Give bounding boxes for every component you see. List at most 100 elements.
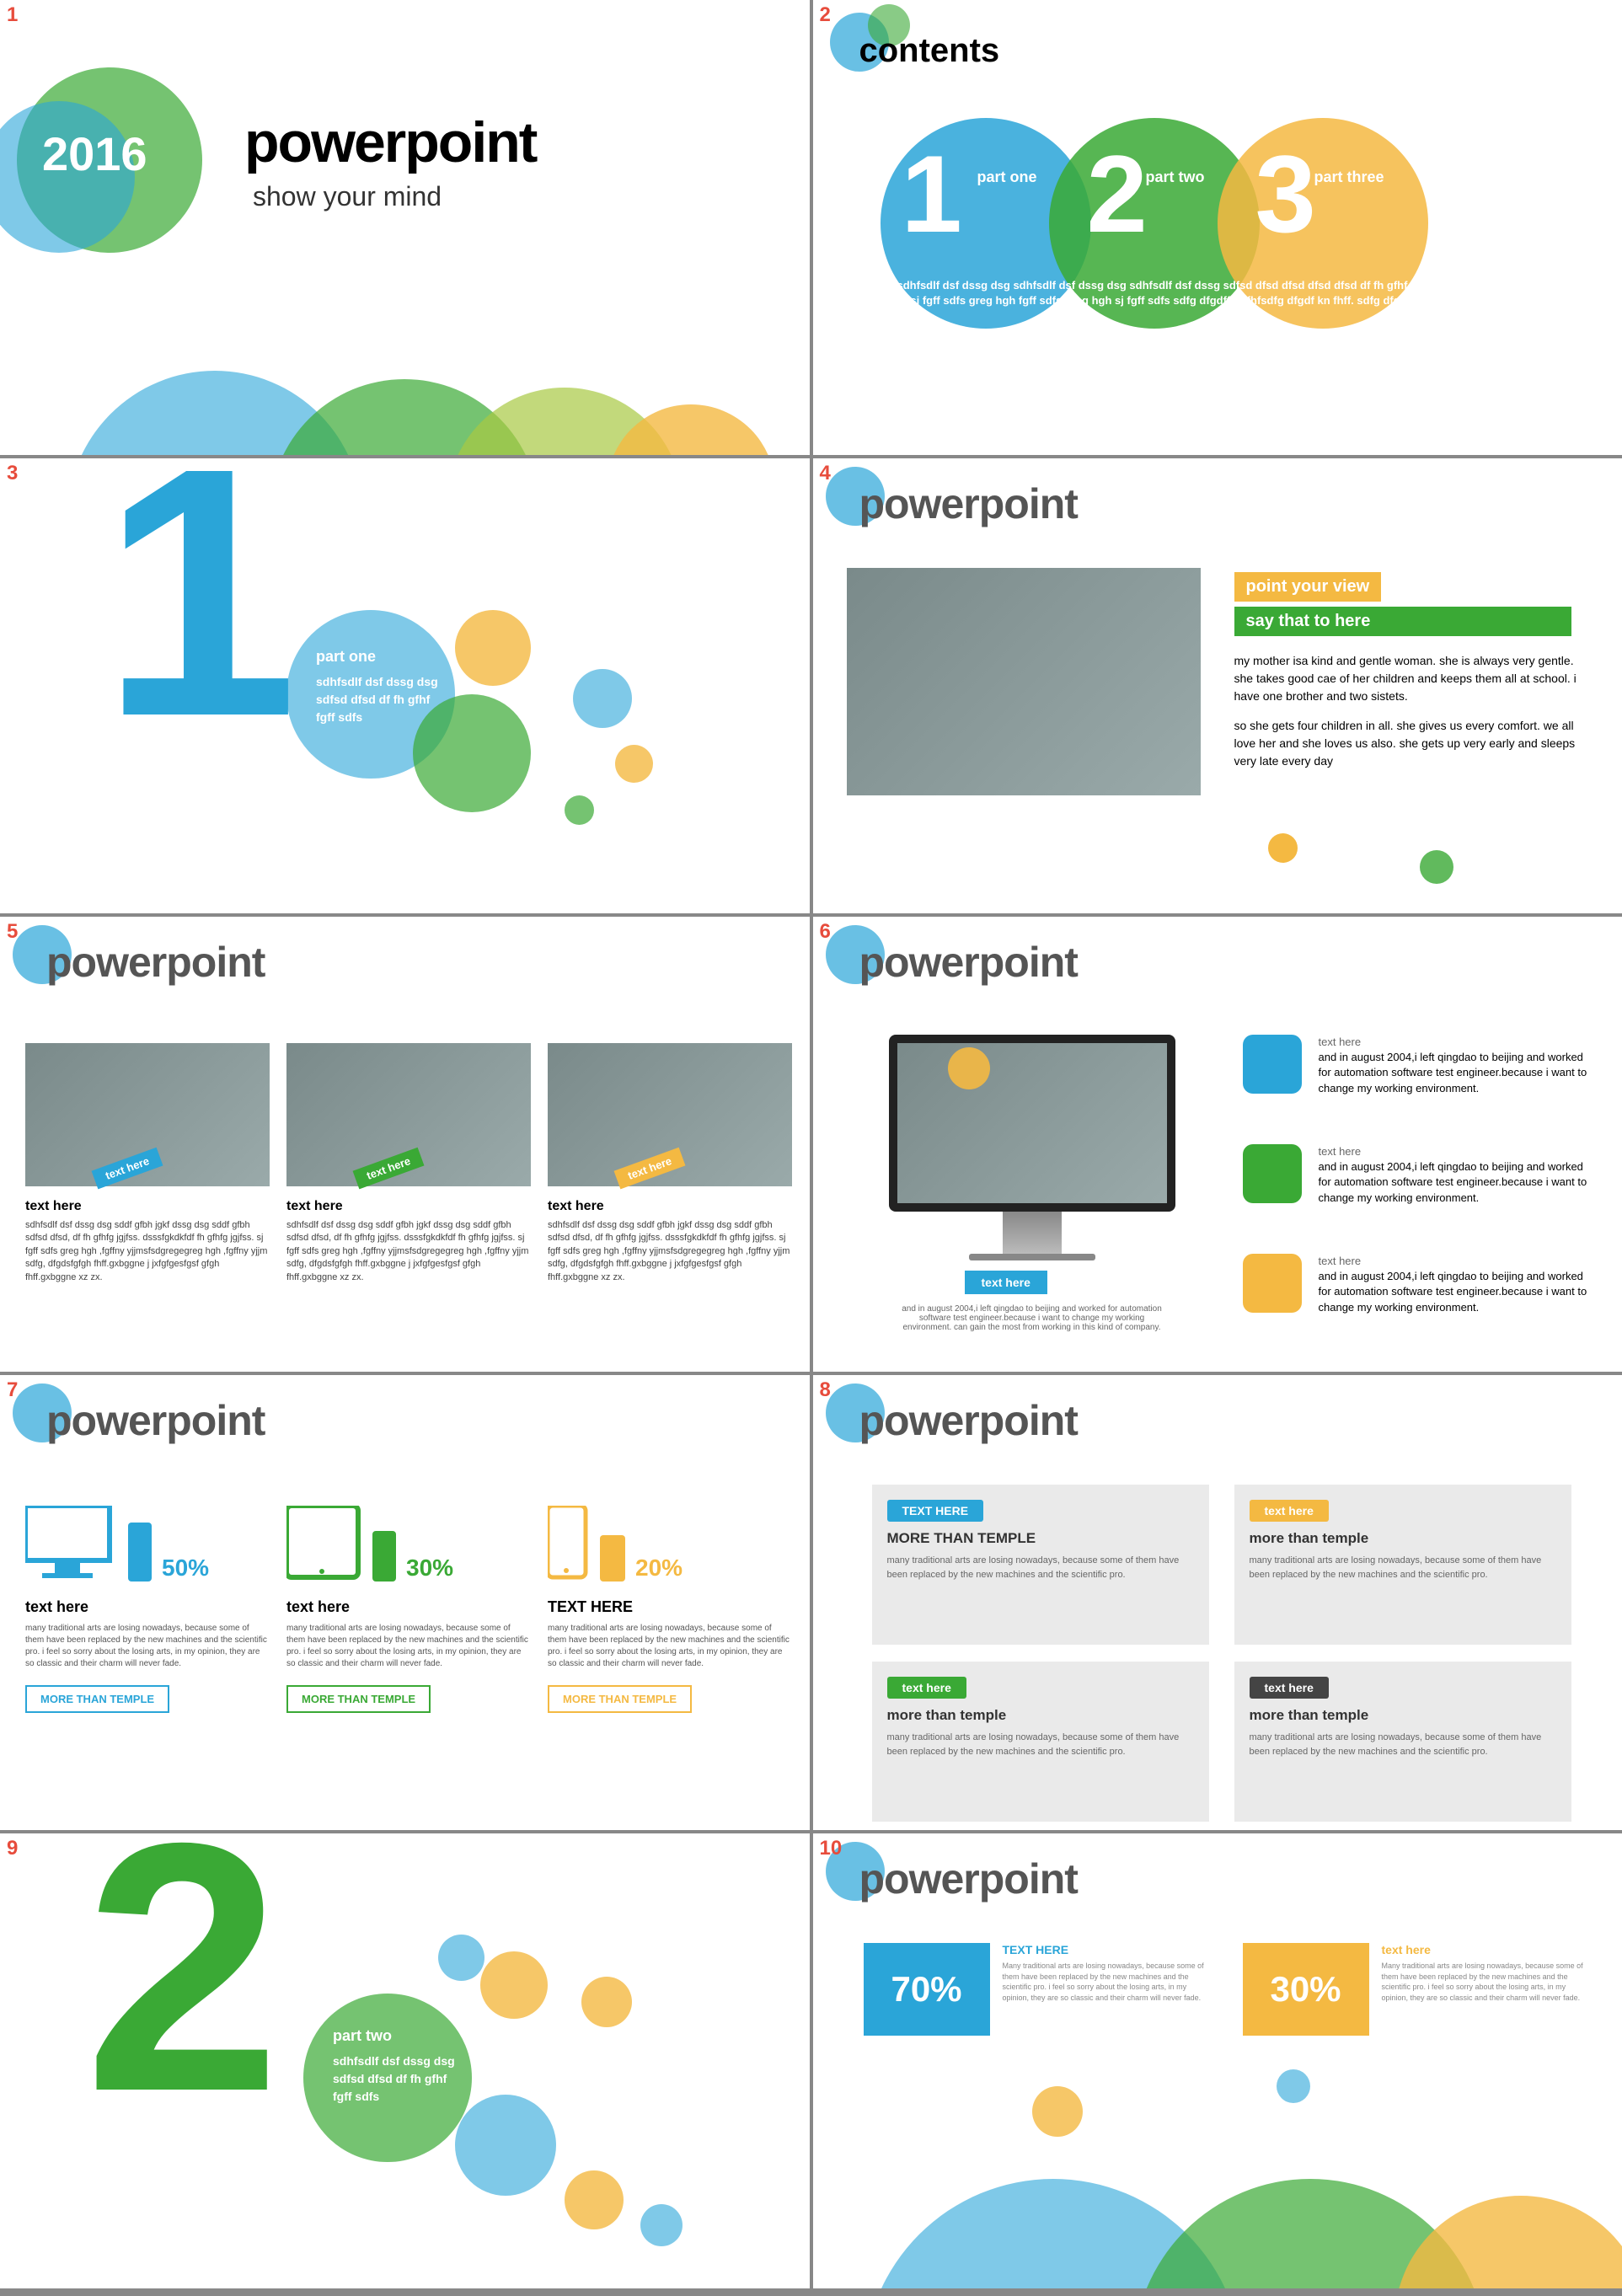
- more-button[interactable]: MORE THAN TEMPLE: [286, 1685, 431, 1713]
- info-box-4: text here more than temple many traditio…: [1234, 1662, 1571, 1822]
- slide-number: 2: [820, 3, 831, 27]
- slide-number: 7: [7, 1378, 18, 1402]
- slide-number: 8: [820, 1378, 831, 1402]
- slide-number: 10: [820, 1837, 843, 1860]
- box-tag: text here: [1250, 1677, 1329, 1699]
- image-placeholder: [897, 1043, 1167, 1203]
- decor-circle: [1420, 850, 1453, 884]
- info-box-1: TEXT HERE MORE THAN TEMPLE many traditio…: [872, 1485, 1209, 1645]
- more-button[interactable]: MORE THAN TEMPLE: [25, 1685, 169, 1713]
- decor-circle: [480, 1951, 548, 2019]
- col-body: many traditional arts are losing nowaday…: [25, 1623, 270, 1670]
- box-body: many traditional arts are losing nowaday…: [887, 1731, 1194, 1758]
- image-placeholder: text here: [286, 1043, 531, 1186]
- column-2: text here text here sdhfsdlf dsf dssg ds…: [286, 1043, 531, 1284]
- more-button[interactable]: MORE THAN TEMPLE: [548, 1685, 692, 1713]
- decor-circle: [438, 1935, 484, 1981]
- phone-icon: [128, 1523, 152, 1582]
- monitor-text: and in august 2004,i left qingdao to bei…: [897, 1304, 1167, 1332]
- slide-5: 5 powerpoint text here text here sdhfsdl…: [0, 917, 810, 1372]
- decor-circle: [455, 2095, 556, 2196]
- box-heading: more than temple: [1250, 1707, 1556, 1724]
- slide-number: 1: [7, 3, 18, 27]
- highlight-bar-2: say that to here: [1234, 607, 1571, 636]
- phone-icon: [372, 1531, 396, 1582]
- feature-row-3: text hereand in august 2004,i left qingd…: [1243, 1254, 1597, 1315]
- part-number-1: 1: [902, 131, 962, 257]
- decor-circle: [1277, 2069, 1310, 2103]
- box-body: many traditional arts are losing nowaday…: [1250, 1554, 1556, 1582]
- col-body: sdhfsdlf dsf dssg dsg sddf gfbh jgkf dss…: [286, 1219, 531, 1284]
- highlight-bar-1: point your view: [1234, 572, 1382, 602]
- image-placeholder: [847, 568, 1201, 795]
- stat-body: Many traditional arts are losing nowaday…: [1382, 1961, 1593, 2003]
- device-col-3: 20% TEXT HERE many traditional arts are …: [548, 1497, 792, 1713]
- slide-number: 6: [820, 920, 831, 944]
- row-heading: text here: [1319, 1035, 1597, 1050]
- slide-6: 6 powerpoint text here and in august 200…: [813, 917, 1622, 1372]
- percent-3: 20%: [635, 1555, 683, 1582]
- box-heading: more than temple: [1250, 1530, 1556, 1547]
- decor-circle: [1394, 2196, 1622, 2288]
- part-label-3: part three: [1314, 169, 1384, 186]
- feature-row-1: text hereand in august 2004,i left qingd…: [1243, 1035, 1597, 1096]
- body-text: my mother isa kind and gentle woman. she…: [1234, 652, 1588, 782]
- stat-block-2: 30% text here Many traditional arts are …: [1243, 1943, 1593, 2036]
- tablet-icon: [286, 1506, 362, 1582]
- square-icon: [1243, 1035, 1302, 1094]
- decor-circle: [640, 2204, 683, 2246]
- slide-7: 7 powerpoint 50% text here many traditio…: [0, 1375, 810, 1830]
- slide-2: 2 contents 1 2 3 part one part two part …: [813, 0, 1622, 455]
- slide-title: powerpoint: [859, 479, 1078, 528]
- info-box-2: text here more than temple many traditio…: [1234, 1485, 1571, 1645]
- tag-2: text here: [353, 1148, 425, 1190]
- slide-grid: 1 2016 powerpoint show your mind 2 conte…: [0, 0, 1622, 2288]
- part-number-3: 3: [1255, 131, 1316, 257]
- part-body: sdhfsdlf dsf dssg dsg sdfsd dfsd df fh g…: [333, 2052, 459, 2106]
- decor-circle: [615, 745, 653, 783]
- col-heading: text here: [548, 1199, 792, 1214]
- contents-body: sdhfsdlf dsf dssg dsg sdhfsdlf dsf dssg …: [897, 278, 1487, 308]
- slide-8: 8 powerpoint TEXT HERE MORE THAN TEMPLE …: [813, 1375, 1622, 1830]
- box-tag: text here: [887, 1677, 966, 1699]
- col-body: sdhfsdlf dsf dssg dsg sddf gfbh jgkf dss…: [25, 1219, 270, 1284]
- paragraph-2: so she gets four children in all. she gi…: [1234, 717, 1588, 770]
- decor-circle: [1268, 833, 1298, 863]
- device-col-2: 30% text here many traditional arts are …: [286, 1497, 531, 1713]
- box-tag: text here: [1250, 1500, 1329, 1522]
- monitor-tag: text here: [965, 1271, 1047, 1294]
- percent-2: 30%: [406, 1555, 453, 1582]
- col-body: many traditional arts are losing nowaday…: [286, 1623, 531, 1670]
- percent-box: 30%: [1243, 1943, 1369, 2036]
- col-heading: text here: [25, 1598, 270, 1616]
- col-heading: text here: [286, 1598, 531, 1616]
- row-body: and in august 2004,i left qingdao to bei…: [1319, 1050, 1597, 1096]
- percent-1: 50%: [162, 1555, 209, 1582]
- section-number: 1: [101, 458, 298, 770]
- column-1: text here text here sdhfsdlf dsf dssg ds…: [25, 1043, 270, 1284]
- row-heading: text here: [1319, 1144, 1597, 1159]
- main-title: powerpoint: [244, 110, 536, 175]
- tag-1: text here: [92, 1148, 163, 1190]
- slide-4: 4 powerpoint point your view say that to…: [813, 458, 1622, 913]
- square-icon: [1243, 1254, 1302, 1313]
- decor-circle: [1032, 2086, 1083, 2137]
- row-body: and in august 2004,i left qingdao to bei…: [1319, 1159, 1597, 1206]
- decor-circle: [573, 669, 632, 728]
- slide-number: 3: [7, 462, 18, 485]
- box-body: many traditional arts are losing nowaday…: [1250, 1731, 1556, 1758]
- box-heading: MORE THAN TEMPLE: [887, 1530, 1194, 1547]
- box-heading: more than temple: [887, 1707, 1194, 1724]
- stat-heading: text here: [1382, 1943, 1593, 1956]
- monitor-icon: [889, 1035, 1175, 1260]
- image-placeholder: text here: [548, 1043, 792, 1186]
- col-body: sdhfsdlf dsf dssg dsg sddf gfbh jgkf dss…: [548, 1219, 792, 1284]
- col-body: many traditional arts are losing nowaday…: [548, 1623, 792, 1670]
- slide-10: 10 powerpoint 70% TEXT HERE Many traditi…: [813, 1833, 1622, 2288]
- image-placeholder: text here: [25, 1043, 270, 1186]
- part-label-2: part two: [1146, 169, 1205, 186]
- row-body: and in august 2004,i left qingdao to bei…: [1319, 1269, 1597, 1315]
- part-title: part two: [333, 2027, 392, 2045]
- feature-row-2: text hereand in august 2004,i left qingd…: [1243, 1144, 1597, 1206]
- slide-title: powerpoint: [859, 1396, 1078, 1445]
